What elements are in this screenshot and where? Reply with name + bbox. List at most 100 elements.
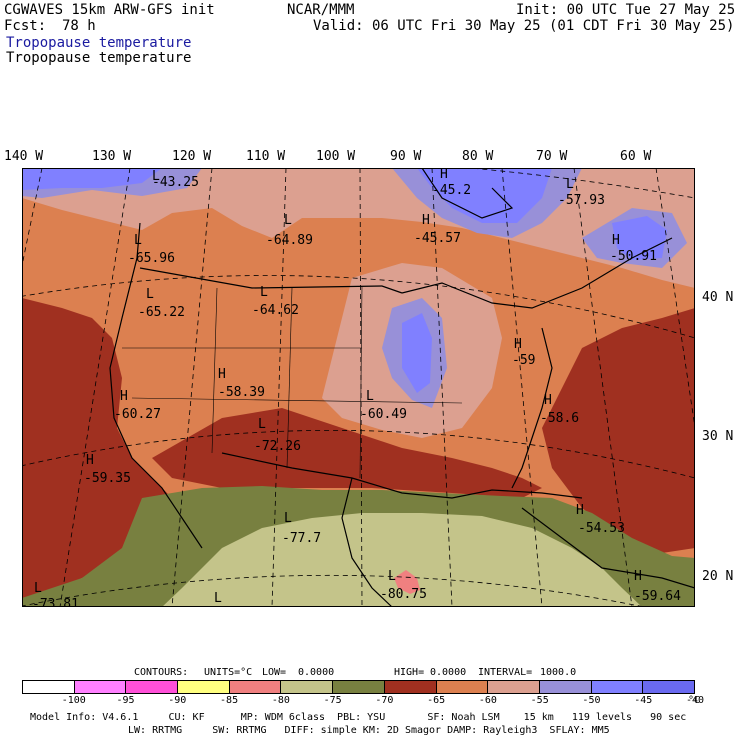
longitude-label: 130 W	[92, 149, 132, 164]
longitude-label: 100 W	[316, 149, 356, 164]
longitude-label: 90 W	[390, 149, 422, 164]
extremum-label: L	[366, 389, 374, 404]
extremum-label: H	[612, 233, 620, 248]
extremum-value: -64.89	[266, 233, 313, 248]
model-info-line-2: LW: RRTMG SW: RRTMG DIFF: simple KM: 2D …	[128, 725, 610, 736]
forecast-label: Fcst:	[4, 18, 47, 34]
field-band-minus75	[162, 513, 642, 607]
color-bar-label: -80	[271, 695, 290, 706]
color-bar-label: -65	[427, 695, 446, 706]
field-title-secondary: Tropopause temperature	[6, 50, 192, 66]
longitude-label: 110 W	[246, 149, 286, 164]
contours-label: CONTOURS:	[134, 667, 189, 678]
extremum-label: L	[388, 569, 396, 584]
color-bar	[22, 680, 695, 694]
extremum-label: H	[634, 569, 642, 584]
interval-value: 1000.0	[540, 667, 577, 678]
high-value: 0.0000	[430, 667, 467, 678]
extremum-label: L	[260, 285, 268, 300]
color-swatch	[178, 681, 230, 693]
color-swatch	[539, 681, 592, 693]
extremum-value: -57.93	[558, 193, 605, 208]
extremum-label: H	[422, 213, 430, 228]
color-bar-label: -100	[61, 695, 86, 706]
forecast-hour: 78 h	[62, 18, 96, 34]
extremum-value: -58.6	[540, 411, 579, 426]
longitude-label: 120 W	[172, 149, 212, 164]
valid-time: Valid: 06 UTC Fri 30 May 25 (01 CDT Fri …	[313, 18, 735, 34]
color-swatch	[333, 681, 385, 693]
extremum-value: -77.7	[282, 531, 321, 546]
color-swatch	[126, 681, 179, 693]
extremum-label: L	[284, 213, 292, 228]
extremum-value: -72.26	[254, 439, 301, 454]
field-band-minus65-east	[542, 308, 695, 553]
color-swatch	[384, 681, 437, 693]
color-bar-unit: °C	[688, 695, 701, 706]
extremum-label: L	[152, 169, 160, 184]
tropopause-temperature-map: L -43.25 H -45.2 L -57.93 L -64.89 H -45…	[22, 168, 695, 607]
extremum-label: L	[258, 417, 266, 432]
extremum-value: -50.91	[610, 249, 657, 264]
longitude-label: 80 W	[462, 149, 494, 164]
color-swatch	[591, 681, 644, 693]
latitude-label: 40 N	[702, 290, 734, 305]
color-swatch	[23, 681, 75, 693]
field-band-minus45	[417, 168, 552, 223]
color-swatch	[488, 681, 540, 693]
extremum-label: L	[134, 233, 142, 248]
model-title: CGWAVES 15km ARW-GFS init	[4, 2, 215, 18]
latitude-label: 20 N	[702, 569, 734, 584]
extremum-value: -65.22	[138, 305, 185, 320]
extremum-label: L	[566, 177, 574, 192]
extremum-value: -54.53	[578, 521, 625, 536]
color-bar-label: -70	[375, 695, 394, 706]
extremum-label: H	[120, 389, 128, 404]
extremum-label: L	[34, 581, 42, 596]
interval-label: INTERVAL=	[478, 667, 533, 678]
extremum-label: H	[576, 503, 584, 518]
extremum-label: H	[86, 453, 94, 468]
extremum-value: -58.39	[218, 385, 265, 400]
high-label: HIGH=	[394, 667, 425, 678]
extremum-value: -80.75	[380, 587, 427, 602]
extremum-label: H	[514, 337, 522, 352]
color-swatch	[74, 681, 127, 693]
model-info-line-1: Model Info: V4.6.1 CU: KF MP: WDM 6class…	[30, 712, 687, 723]
extremum-value: -64.62	[252, 303, 299, 318]
low-value: 0.0000	[298, 667, 335, 678]
extremum-label: H	[218, 367, 226, 382]
extremum-label: H	[440, 168, 448, 182]
color-swatch	[281, 681, 334, 693]
longitude-label: 70 W	[536, 149, 568, 164]
color-bar-label: -40	[685, 695, 705, 706]
extremum-value: -65.96	[128, 251, 175, 266]
field-title-primary: Tropopause temperature	[6, 35, 192, 51]
color-swatch	[436, 681, 489, 693]
color-bar-label: -50	[582, 695, 601, 706]
longitude-label: 140 W	[4, 149, 44, 164]
extremum-value: -73.81	[32, 597, 79, 607]
color-swatch	[229, 681, 282, 693]
coastlines	[109, 168, 695, 607]
low-label: LOW=	[262, 667, 287, 678]
extremum-value: -60.27	[114, 407, 161, 422]
field-band-minus80	[394, 570, 420, 594]
color-bar-label: -60	[478, 695, 497, 706]
field-band-minus65-south	[152, 408, 542, 498]
longitude-label: 60 W	[620, 149, 652, 164]
color-bar-label: -95	[116, 695, 135, 706]
extremum-value: -43.25	[152, 175, 199, 190]
extremum-label: L	[284, 511, 292, 526]
color-bar-label: -45	[634, 695, 653, 706]
extremum-label: H	[544, 393, 552, 408]
organization-label: NCAR/MMM	[287, 2, 355, 18]
extremum-value: -59.64	[634, 589, 681, 604]
extremum-value: -59.35	[84, 471, 131, 486]
color-bar-label: -55	[530, 695, 549, 706]
extremum-label: L	[146, 287, 154, 302]
color-bar-label: -90	[168, 695, 187, 706]
extremum-label: L	[214, 591, 222, 606]
latitude-label: 30 N	[702, 429, 734, 444]
state-borders	[122, 285, 463, 479]
